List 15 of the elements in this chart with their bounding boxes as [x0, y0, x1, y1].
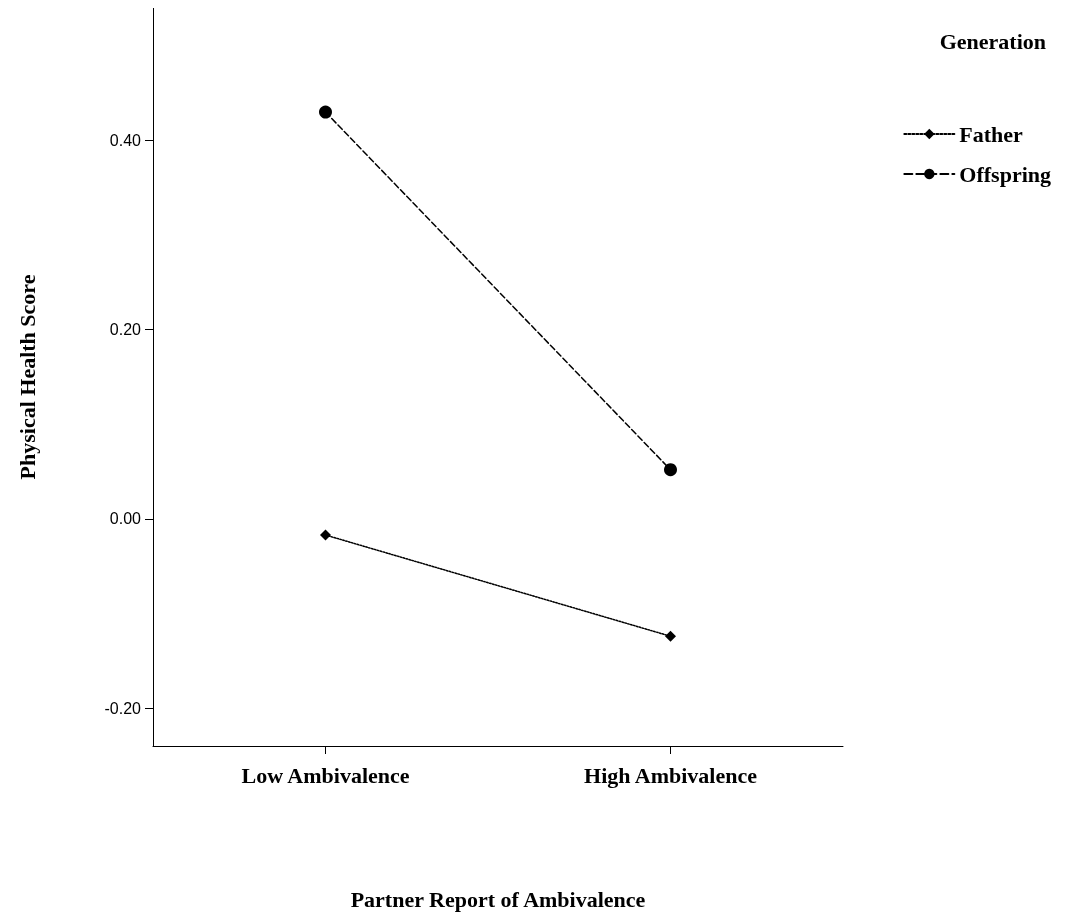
y-tick-label: 0.00: [109, 510, 142, 528]
legend-label: Offspring: [959, 161, 1052, 187]
legend-title: Generation: [939, 28, 1047, 54]
point: [319, 105, 332, 119]
y-tick-label: 0.20: [109, 321, 142, 339]
x-axis-title: Partner Report of Ambivalence: [350, 886, 646, 912]
x-tick-label: High Ambivalence: [584, 762, 758, 788]
y-axis-title: Physical Health Score: [14, 274, 40, 480]
point: [665, 630, 676, 642]
x-tick-label: Low Ambivalence: [241, 762, 410, 788]
y-tick-label: 0.40: [109, 131, 142, 149]
legend-label: Father: [959, 121, 1024, 147]
point: [664, 463, 677, 477]
point: [320, 529, 331, 541]
y-tick-label: -0.20: [104, 699, 142, 717]
